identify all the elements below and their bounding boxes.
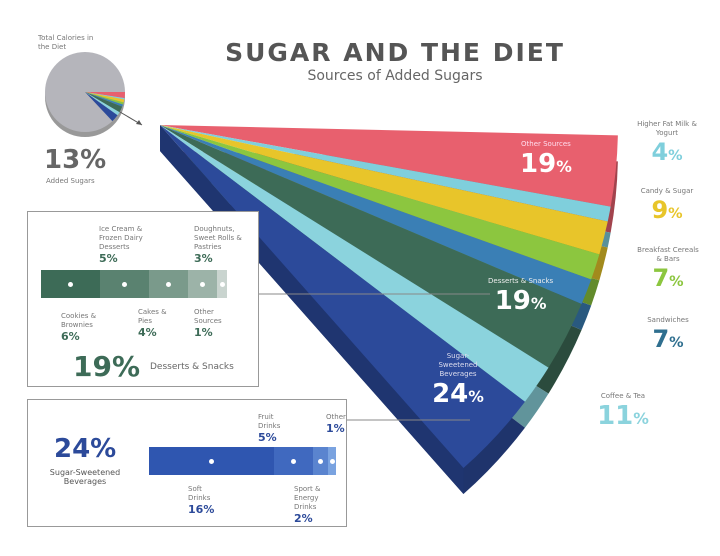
desserts-title: Desserts & Snacks: [150, 362, 234, 372]
desserts-bar: [41, 270, 227, 298]
label-milk: Higher Fat Milk & Yogurt 4%: [637, 120, 697, 166]
beverages-breakdown-panel: 24% Sugar-Sweetened Beverages Fruit Drin…: [27, 399, 347, 527]
inset-value: 13%: [44, 145, 107, 175]
inset-pie-slice: [85, 92, 123, 107]
segment-marker: [67, 281, 73, 287]
label-cereals: Breakfast Cereals & Bars 7%: [637, 246, 699, 292]
item-ice-cream: Ice Cream & Frozen Dairy Desserts 5%: [99, 225, 143, 265]
bar-segment: [328, 447, 336, 475]
slice: [160, 125, 525, 469]
item-fruit-drinks: Fruit Drinks 5%: [258, 413, 281, 444]
bar-segment: [41, 270, 100, 298]
item-soft-drinks: Soft Drinks 16%: [188, 485, 215, 516]
item-other: Other 1%: [326, 413, 346, 435]
slice: [160, 125, 549, 402]
slice: [160, 125, 600, 280]
slice: [160, 125, 618, 207]
page-subtitle: Sources of Added Sugars: [307, 68, 483, 84]
beverages-total: 24%: [54, 434, 117, 464]
bar-segment: [149, 447, 274, 475]
slice: [160, 125, 582, 368]
item-cookies: Cookies & Brownies 6%: [61, 312, 97, 343]
segment-marker: [208, 458, 214, 464]
bar-segment: [273, 447, 313, 475]
bar-segment: [99, 270, 149, 298]
segment-marker: [329, 458, 335, 464]
bar-segment: [217, 270, 227, 298]
slice: [160, 125, 611, 222]
arrow-icon: [136, 120, 142, 125]
bar-segment: [312, 447, 329, 475]
page-title: SUGAR AND THE DIET: [225, 38, 565, 67]
label-other-sources: Other Sources 19%: [520, 140, 572, 179]
beverages-title: Sugar-Sweetened Beverages: [49, 468, 121, 486]
segment-marker: [121, 281, 127, 287]
desserts-total: 19%: [73, 350, 141, 383]
item-cakes: Cakes & Pies 4%: [138, 308, 167, 339]
item-other-sources: Other Sources 1%: [194, 308, 222, 339]
item-sport-drinks: Sport & Energy Drinks 2%: [294, 485, 321, 525]
label-beverages: Sugar-Sweetened Beverages 24%: [432, 352, 484, 409]
inset-pie-slice: [85, 92, 118, 122]
inset-pie-slice: [85, 92, 124, 105]
slice: [160, 125, 608, 255]
bar-segment: [187, 270, 218, 298]
inset-caption: Added Sugars: [46, 177, 95, 185]
beverages-bar: [149, 447, 336, 475]
desserts-breakdown-panel: Ice Cream & Frozen Dairy Desserts 5% Doug…: [27, 211, 259, 387]
label-sandwiches: Sandwiches 7%: [647, 316, 689, 353]
segment-marker: [200, 281, 205, 287]
segment-marker: [219, 281, 225, 287]
slice: [160, 125, 592, 305]
inset-pie-slice: [85, 92, 125, 103]
bar-segment: [148, 270, 188, 298]
label-candy: Candy & Sugar 9%: [640, 187, 694, 224]
inset-label: Total Calories in the Diet: [38, 34, 94, 51]
segment-marker: [317, 458, 323, 464]
label-desserts: Desserts & Snacks 19%: [488, 277, 554, 316]
inset-pie-slice: [85, 92, 125, 100]
inset-pie-slice: [85, 92, 123, 113]
label-coffee: Coffee & Tea 11%: [597, 392, 649, 431]
segment-marker: [290, 458, 296, 464]
inset-pie-slice: [85, 92, 125, 99]
item-doughnuts: Doughnuts, Sweet Rolls & Pastries 3%: [194, 225, 242, 265]
inset-pie-slice: [85, 92, 120, 116]
segment-marker: [165, 281, 171, 287]
